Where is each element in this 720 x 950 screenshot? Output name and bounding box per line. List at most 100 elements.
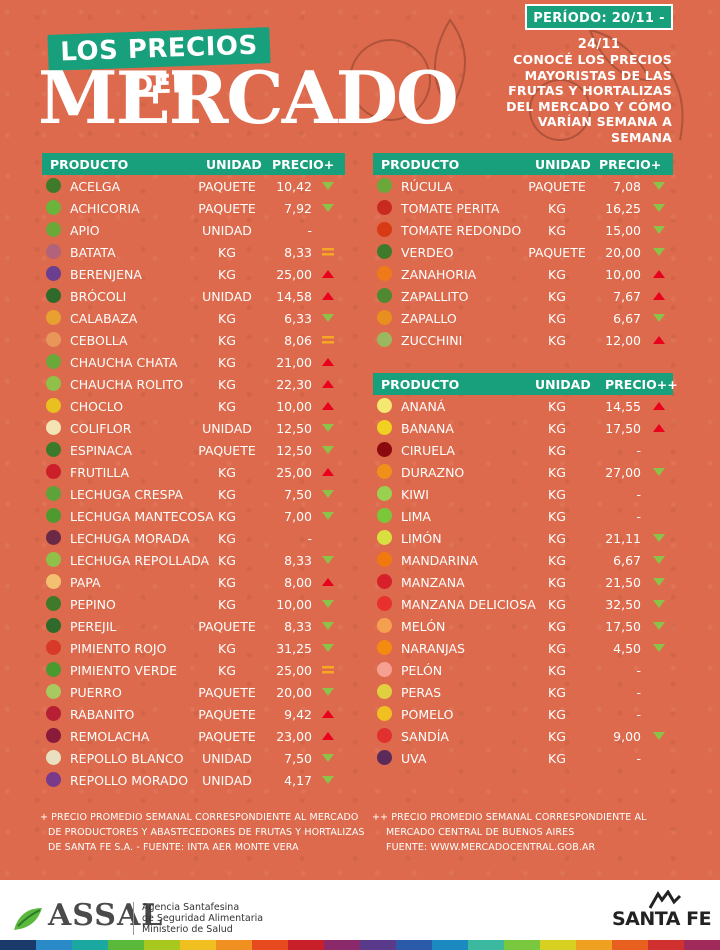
product-unit: KG	[218, 531, 236, 546]
trend-down-icon	[653, 578, 665, 586]
header-unidad: UNIDAD	[535, 157, 591, 172]
product-unit: KG	[218, 311, 236, 326]
product-unit: UNIDAD	[202, 751, 252, 766]
header-precio: PRECIO+	[599, 157, 662, 172]
table-rows: ACELGA PAQUETE 10,42 ACHICORIA PAQUETE 7,92 AP…	[42, 175, 345, 791]
texture	[0, 0, 720, 880]
product-name: KIWI	[401, 487, 429, 502]
product-color-icon	[377, 684, 392, 699]
product-name: COLIFLOR	[70, 421, 132, 436]
product-price: 32,50	[605, 597, 641, 612]
subtitle-line: VARÍAN SEMANA A SEMANA	[537, 114, 672, 145]
product-name: CALABAZA	[70, 311, 138, 326]
trend-up-icon	[653, 424, 665, 432]
product-color-icon	[377, 486, 392, 501]
product-price: 14,58	[276, 289, 312, 304]
product-name: REPOLLO BLANCO	[70, 751, 184, 766]
product-price: 8,33	[284, 619, 312, 634]
product-name: LECHUGA REPOLLADA	[70, 553, 210, 568]
product-unit: KG	[548, 289, 566, 304]
product-price: 10,42	[276, 179, 312, 194]
santafe-emblem-icon	[648, 890, 682, 909]
product-price: 4,50	[613, 641, 641, 656]
product-name: PEPINO	[70, 597, 116, 612]
trend-up-icon	[322, 578, 334, 586]
footnote-line: ++ PRECIO PROMEDIO SEMANAL CORRESPONDIEN…	[372, 812, 647, 823]
table-row: CEBOLLA KG 8,06	[42, 329, 345, 351]
product-name: ACELGA	[70, 179, 121, 194]
product-color-icon	[46, 750, 61, 765]
product-color-icon	[46, 310, 61, 325]
table-row: MANZANA KG 21,50	[373, 571, 673, 593]
product-color-icon	[377, 200, 392, 215]
product-name: TOMATE PERITA	[401, 201, 500, 216]
trend-up-icon	[653, 292, 665, 300]
subtitle-line: CONOCÉ LOS PRECIOS	[513, 52, 672, 67]
product-name: MANDARINA	[401, 553, 478, 568]
product-unit: UNIDAD	[202, 223, 252, 238]
product-name: BRÓCOLI	[70, 289, 127, 304]
product-unit: PAQUETE	[198, 179, 256, 194]
assal-info: Agencia Santafesina de Seguridad Aliment…	[133, 902, 263, 935]
product-name: CEBOLLA	[70, 333, 128, 348]
color-bar-segment	[144, 940, 180, 950]
product-price: 6,33	[284, 311, 312, 326]
product-unit: KG	[548, 311, 566, 326]
trend-none-icon	[653, 666, 665, 674]
product-name: ZAPALLITO	[401, 289, 469, 304]
product-color-icon	[46, 486, 61, 501]
product-name: PUERRO	[70, 685, 122, 700]
product-name: ZAPALLO	[401, 311, 457, 326]
product-price: 6,67	[613, 311, 641, 326]
product-price: 25,00	[276, 267, 312, 282]
table-row: PERAS KG -	[373, 681, 673, 703]
trend-up-icon	[322, 402, 334, 410]
table-row: LECHUGA REPOLLADA KG 8,33	[42, 549, 345, 571]
product-unit: KG	[218, 333, 236, 348]
table-rows: RÚCULA PAQUETE 7,08 TOMATE PERITA KG 16,25 TOM…	[373, 175, 673, 351]
trend-up-icon	[322, 270, 334, 278]
product-price: -	[636, 487, 641, 502]
product-price: 7,92	[284, 201, 312, 216]
product-price: -	[636, 685, 641, 700]
trend-down-icon	[322, 688, 334, 696]
product-price: 25,00	[276, 663, 312, 678]
product-price: 12,50	[276, 443, 312, 458]
table-row: PELÓN KG -	[373, 659, 673, 681]
table-vegetables-right: PRODUCTO UNIDAD PRECIO+ RÚCULA PAQUETE 7,0…	[373, 153, 673, 351]
header-producto: PRODUCTO	[381, 377, 460, 392]
product-unit: KG	[218, 487, 236, 502]
product-unit: KG	[548, 641, 566, 656]
table-row: VERDEO PAQUETE 20,00	[373, 241, 673, 263]
product-color-icon	[46, 508, 61, 523]
assal-leaf-icon	[14, 908, 42, 930]
product-price: 20,00	[276, 685, 312, 700]
product-unit: KG	[548, 267, 566, 282]
product-color-icon	[377, 640, 392, 655]
product-price: 20,00	[605, 245, 641, 260]
product-color-icon	[377, 464, 392, 479]
product-name: ZANAHORIA	[401, 267, 477, 282]
table-row: ZAPALLITO KG 7,67	[373, 285, 673, 307]
assal-info-line: Agencia Santafesina	[142, 902, 240, 913]
table-row: BATATA KG 8,33	[42, 241, 345, 263]
product-unit: KG	[548, 575, 566, 590]
trend-down-icon	[322, 644, 334, 652]
product-price: 17,50	[605, 421, 641, 436]
table-row: COLIFLOR UNIDAD 12,50	[42, 417, 345, 439]
trend-none-icon	[653, 512, 665, 520]
product-price: 6,67	[613, 553, 641, 568]
table-row: POMELO KG -	[373, 703, 673, 725]
table-header: PRODUCTO UNIDAD PRECIO+	[373, 153, 673, 175]
product-color-icon	[46, 178, 61, 193]
product-name: APIO	[70, 223, 100, 238]
product-name: REPOLLO MORADO	[70, 773, 189, 788]
trend-down-icon	[322, 424, 334, 432]
trend-up-icon	[322, 358, 334, 366]
color-bar-segment	[468, 940, 504, 950]
trend-down-icon	[322, 600, 334, 608]
product-price: -	[636, 707, 641, 722]
product-unit: KG	[218, 355, 236, 370]
product-unit: KG	[218, 641, 236, 656]
trend-none-icon	[653, 490, 665, 498]
